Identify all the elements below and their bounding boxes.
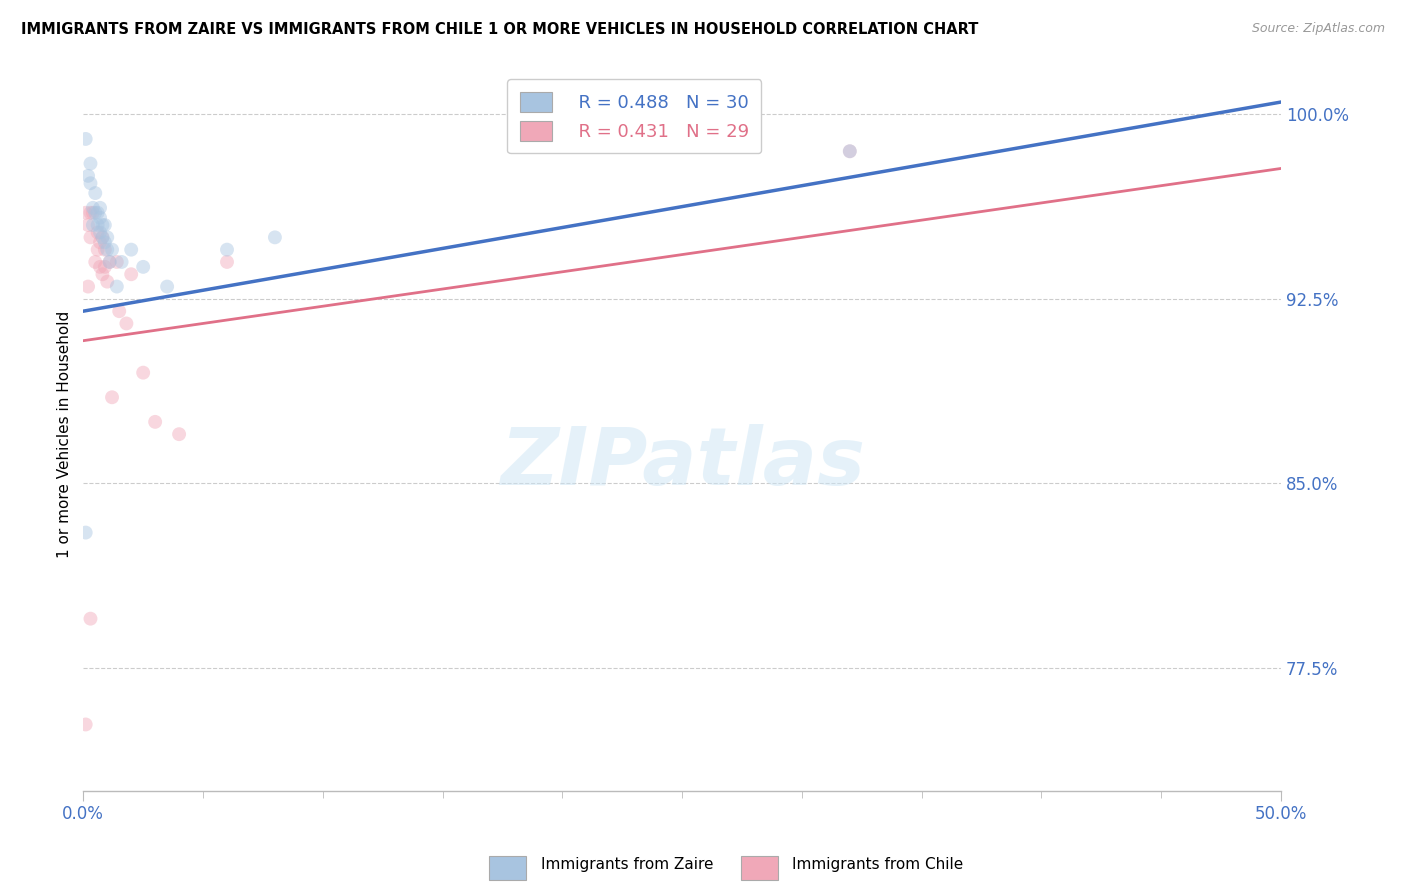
Text: Immigrants from Chile: Immigrants from Chile [792,857,963,872]
Point [94,235,117,250]
Point [91,267,114,281]
Point [838,145,860,159]
Point [89,235,111,250]
Point [79,230,101,244]
Point [77,218,100,232]
Point [105,279,128,293]
Point [89,260,111,274]
Point [156,279,179,293]
Point [89,211,111,225]
Point [98,255,121,269]
Point [82,201,104,215]
Point [132,260,155,274]
Point [215,243,238,257]
Text: Source: ZipAtlas.com: Source: ZipAtlas.com [1251,22,1385,36]
Point [84,186,107,200]
Point [91,230,114,244]
Point [89,226,111,240]
Point [75,206,97,220]
Point [132,366,155,380]
Point [86,243,108,257]
Point [79,176,101,190]
Point [264,230,287,244]
Point [79,206,101,220]
Point [75,717,97,731]
Point [143,415,166,429]
Point [838,145,860,159]
Point [167,427,190,442]
Point [108,304,131,318]
Point [75,132,97,146]
Point [120,267,142,281]
Point [82,206,104,220]
Legend:   R = 0.488   N = 30,   R = 0.431   N = 29: R = 0.488 N = 30, R = 0.431 N = 29 [508,79,762,153]
Point [94,218,117,232]
Point [79,612,101,626]
Point [86,206,108,220]
Text: ZIPatlas: ZIPatlas [499,424,865,501]
Point [79,156,101,170]
Point [215,255,238,269]
Point [94,260,117,274]
Point [94,243,117,257]
Point [77,169,100,183]
Point [98,255,121,269]
Text: IMMIGRANTS FROM ZAIRE VS IMMIGRANTS FROM CHILE 1 OR MORE VEHICLES IN HOUSEHOLD C: IMMIGRANTS FROM ZAIRE VS IMMIGRANTS FROM… [21,22,979,37]
Point [101,243,124,257]
Text: Immigrants from Zaire: Immigrants from Zaire [541,857,714,872]
Point [115,317,138,331]
Point [89,201,111,215]
Point [84,206,107,220]
Point [82,218,104,232]
Point [84,255,107,269]
Point [110,255,132,269]
Point [101,390,124,404]
Point [91,218,114,232]
Point [86,218,108,232]
Point [120,243,142,257]
Point [77,279,100,293]
Point [96,230,118,244]
Y-axis label: 1 or more Vehicles in Household: 1 or more Vehicles in Household [58,310,72,558]
Point [96,275,118,289]
Point [75,525,97,540]
Point [91,230,114,244]
Point [86,226,108,240]
Point [105,255,128,269]
Point [96,243,118,257]
